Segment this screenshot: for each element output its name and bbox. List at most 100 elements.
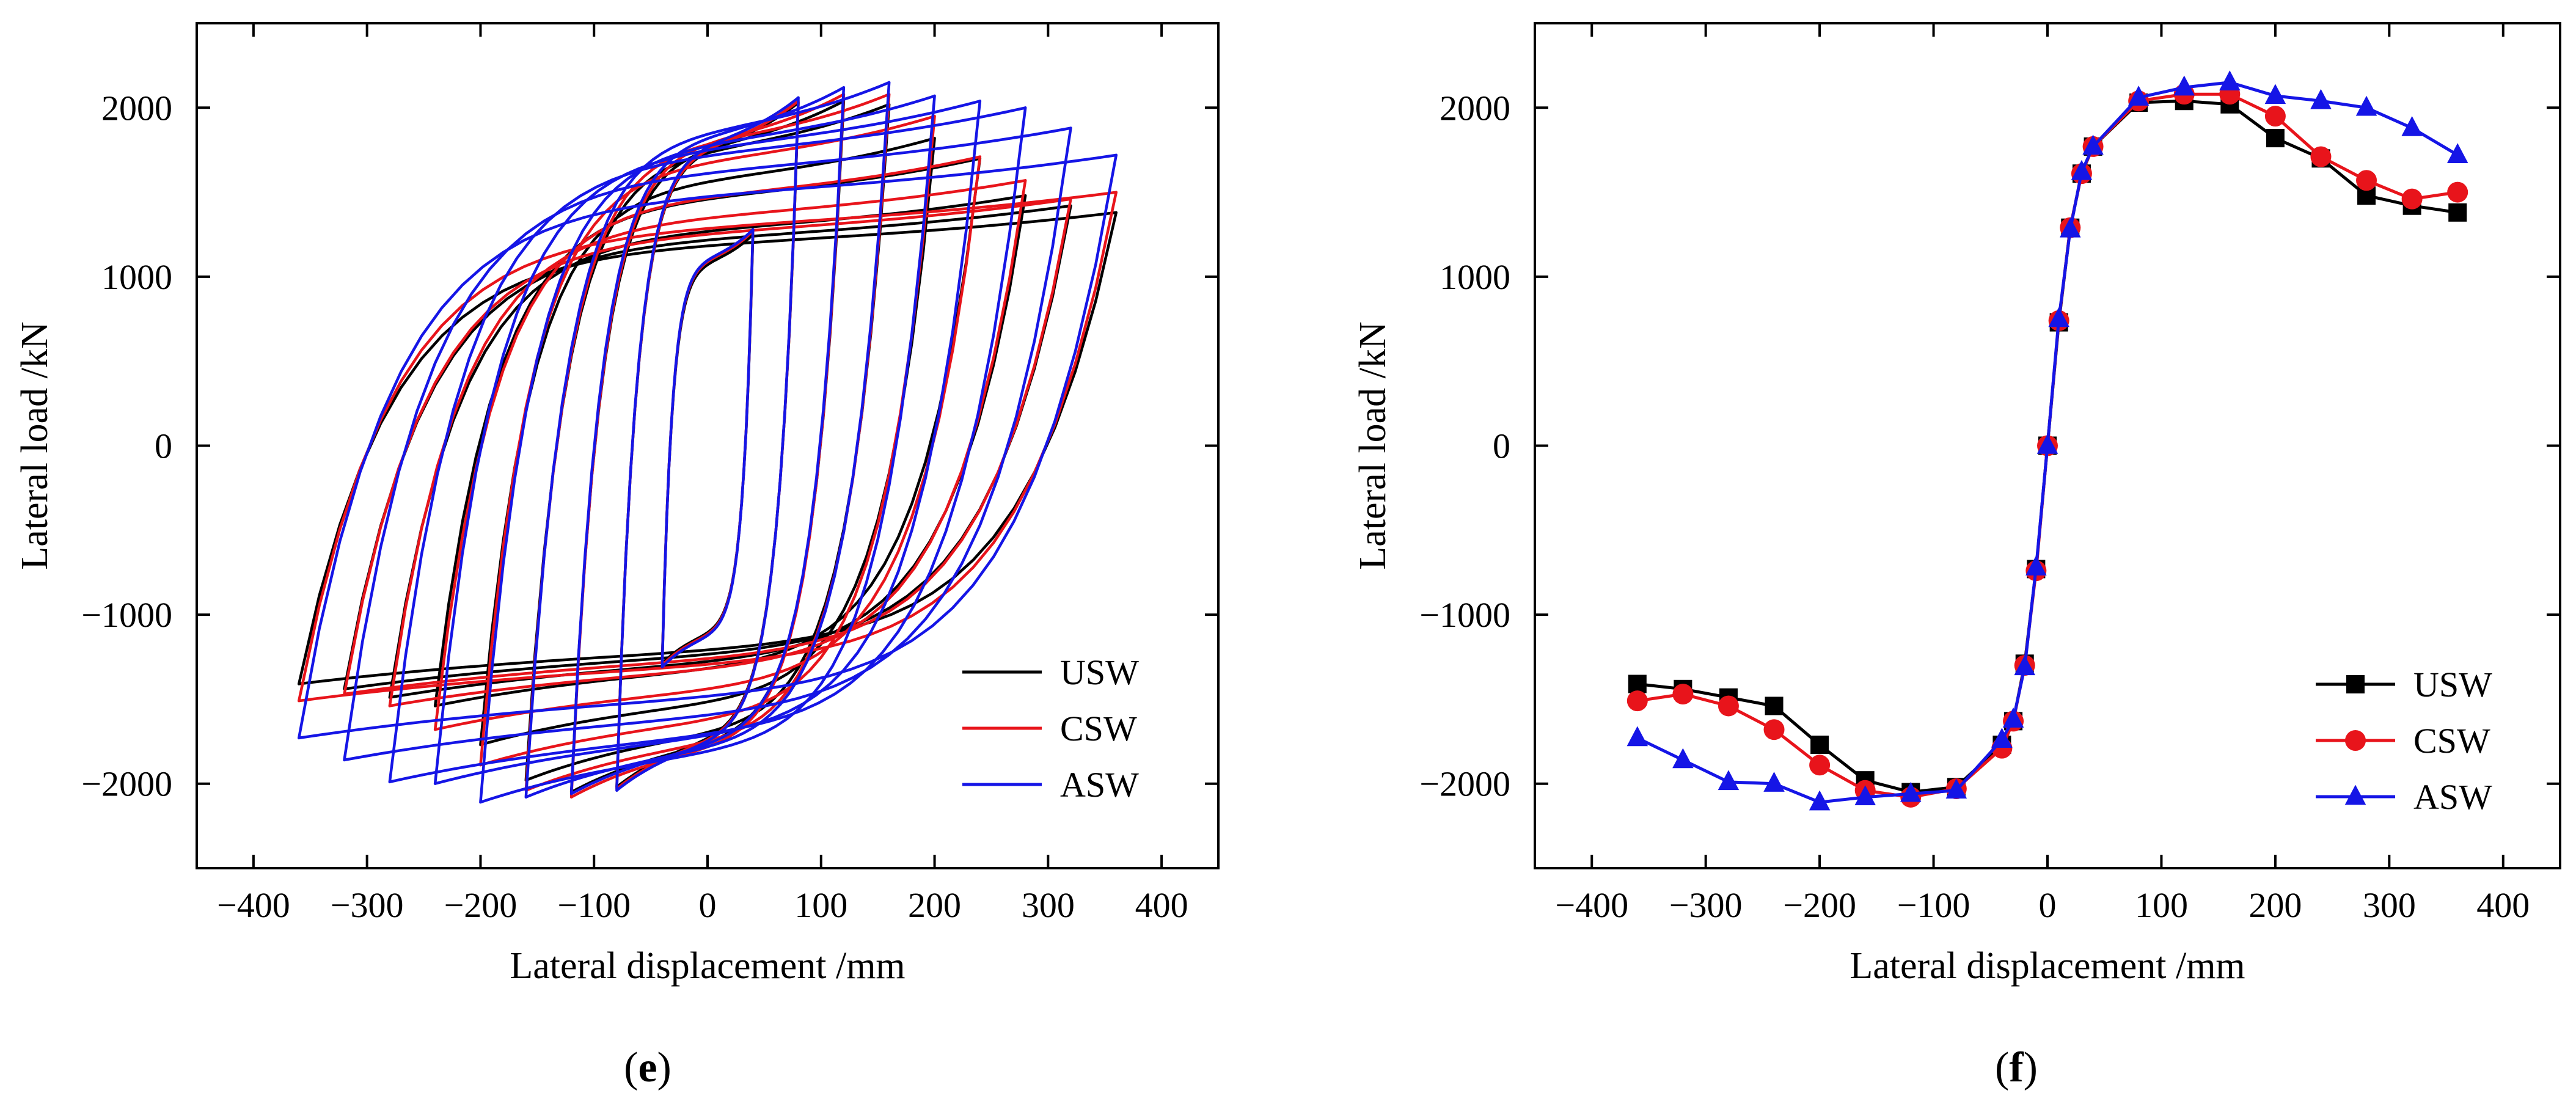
y-axis-title: Lateral load /kN [1352,321,1394,569]
x-tick-label: −100 [1897,885,1970,925]
x-tick-label: −200 [444,885,518,925]
x-axis-title: Lateral displacement /mm [1850,945,2245,987]
data-point-usw [1765,696,1784,715]
data-point-csw [2264,106,2286,127]
legend-label-usw: USW [2413,665,2492,704]
panel-label: (e) [624,1044,671,1091]
x-tick-label: 300 [2363,885,2416,925]
data-point-asw [2446,143,2468,163]
data-point-csw [1672,684,1694,705]
data-point-asw [2128,86,2150,106]
panel-label-open: ( [624,1044,638,1091]
x-tick-label: 200 [908,885,961,925]
data-point-asw [2355,95,2377,116]
panel-label-open: ( [1995,1044,2009,1091]
y-tick-label: 0 [1493,426,1510,466]
data-point-asw [1854,785,1876,806]
x-tick-label: −300 [331,885,404,925]
y-tick-label: −1000 [1419,595,1510,635]
x-tick-label: −400 [217,885,290,925]
legend-label-usw: USW [1060,653,1139,692]
data-point-asw [1672,748,1694,769]
x-tick-label: 200 [2249,885,2302,925]
y-tick-label: −1000 [81,595,172,635]
chart-e: −400 −300 −200 −100 0 100 200 300 400−2000−10000… [14,22,1220,1091]
data-point-asw [2219,70,2241,91]
y-tick-label: 2000 [1440,88,1510,128]
hysteresis-series-asw [297,81,1118,804]
data-point-usw [1628,674,1647,693]
hysteresis-loop [479,94,936,804]
data-point-asw [2173,75,2195,96]
x-tick-label: 0 [2039,885,2057,925]
x-tick-label: 400 [2476,885,2530,925]
x-tick-label: 0 [699,885,717,925]
data-point-asw [2082,134,2104,155]
data-point-usw [2448,203,2467,222]
data-point-csw [2447,181,2468,203]
data-point-asw [1900,781,1922,802]
legend-label-csw: CSW [1060,709,1137,748]
legend-label-asw: ASW [1060,765,1139,805]
panel-label-close: ) [657,1044,671,1091]
data-point-asw [1763,772,1785,792]
hysteresis-loop [660,228,755,669]
y-axis-title: Lateral load /kN [14,321,56,569]
hysteresis-loop [660,233,755,665]
x-tick-label: −100 [557,885,631,925]
data-point-csw [1718,695,1739,717]
skeleton-series-asw [1626,70,2468,811]
hysteresis-loop [388,178,1027,707]
x-tick-label: 300 [1022,885,1075,925]
data-point-asw [2310,89,2332,109]
data-point-asw [2014,655,2035,676]
data-point-asw [2036,433,2058,454]
data-point-csw [2310,146,2332,167]
x-tick-label: −400 [1555,885,1628,925]
data-point-asw [2071,159,2093,180]
legend-marker-csw [2345,730,2366,751]
data-point-usw [1810,736,1829,755]
legend-label-asw: ASW [2413,777,2492,817]
x-axis-title: Lateral displacement /mm [510,945,905,987]
legend-marker-asw [2344,784,2366,805]
panel-label: (f) [1995,1044,2038,1091]
hysteresis-loop [297,211,1118,685]
data-point-asw [2025,555,2047,576]
data-point-usw [2266,129,2285,148]
data-point-asw [1626,726,1648,747]
x-tick-label: 100 [2135,885,2188,925]
hysteresis-loop [433,155,982,731]
data-point-asw [1991,728,2013,748]
legend-marker-usw [2346,675,2365,693]
data-point-asw [1718,770,1740,791]
x-tick-label: 400 [1135,885,1188,925]
y-tick-label: 1000 [101,257,172,297]
x-tick-label: −300 [1669,885,1743,925]
hysteresis-loop [479,114,936,767]
data-point-csw [2356,170,2377,191]
x-tick-label: −200 [1783,885,1856,925]
y-tick-label: −2000 [1419,764,1510,804]
hysteresis-loop [343,126,1072,762]
panel-label-letter: e [638,1044,657,1091]
hysteresis-loop [297,191,1118,703]
data-point-csw [1626,690,1648,712]
y-tick-label: 2000 [101,88,172,128]
data-point-csw [2401,188,2423,210]
data-point-csw [1763,719,1785,740]
chart-f: −400 −300 −200 −100 0 100 200 300 400−2000−10000… [1352,22,2561,1091]
data-point-asw [1945,778,1967,799]
data-point-asw [2002,707,2024,728]
data-point-asw [2048,307,2069,327]
y-tick-label: 0 [155,426,172,466]
hysteresis-loop [524,81,891,799]
panel-label-close: ) [2024,1044,2038,1091]
data-point-asw [1809,790,1831,811]
x-tick-label: 100 [794,885,847,925]
hysteresis-loop [388,106,1027,784]
data-point-asw [2060,217,2081,238]
data-point-asw [2401,115,2423,136]
y-tick-label: 1000 [1440,257,1510,297]
